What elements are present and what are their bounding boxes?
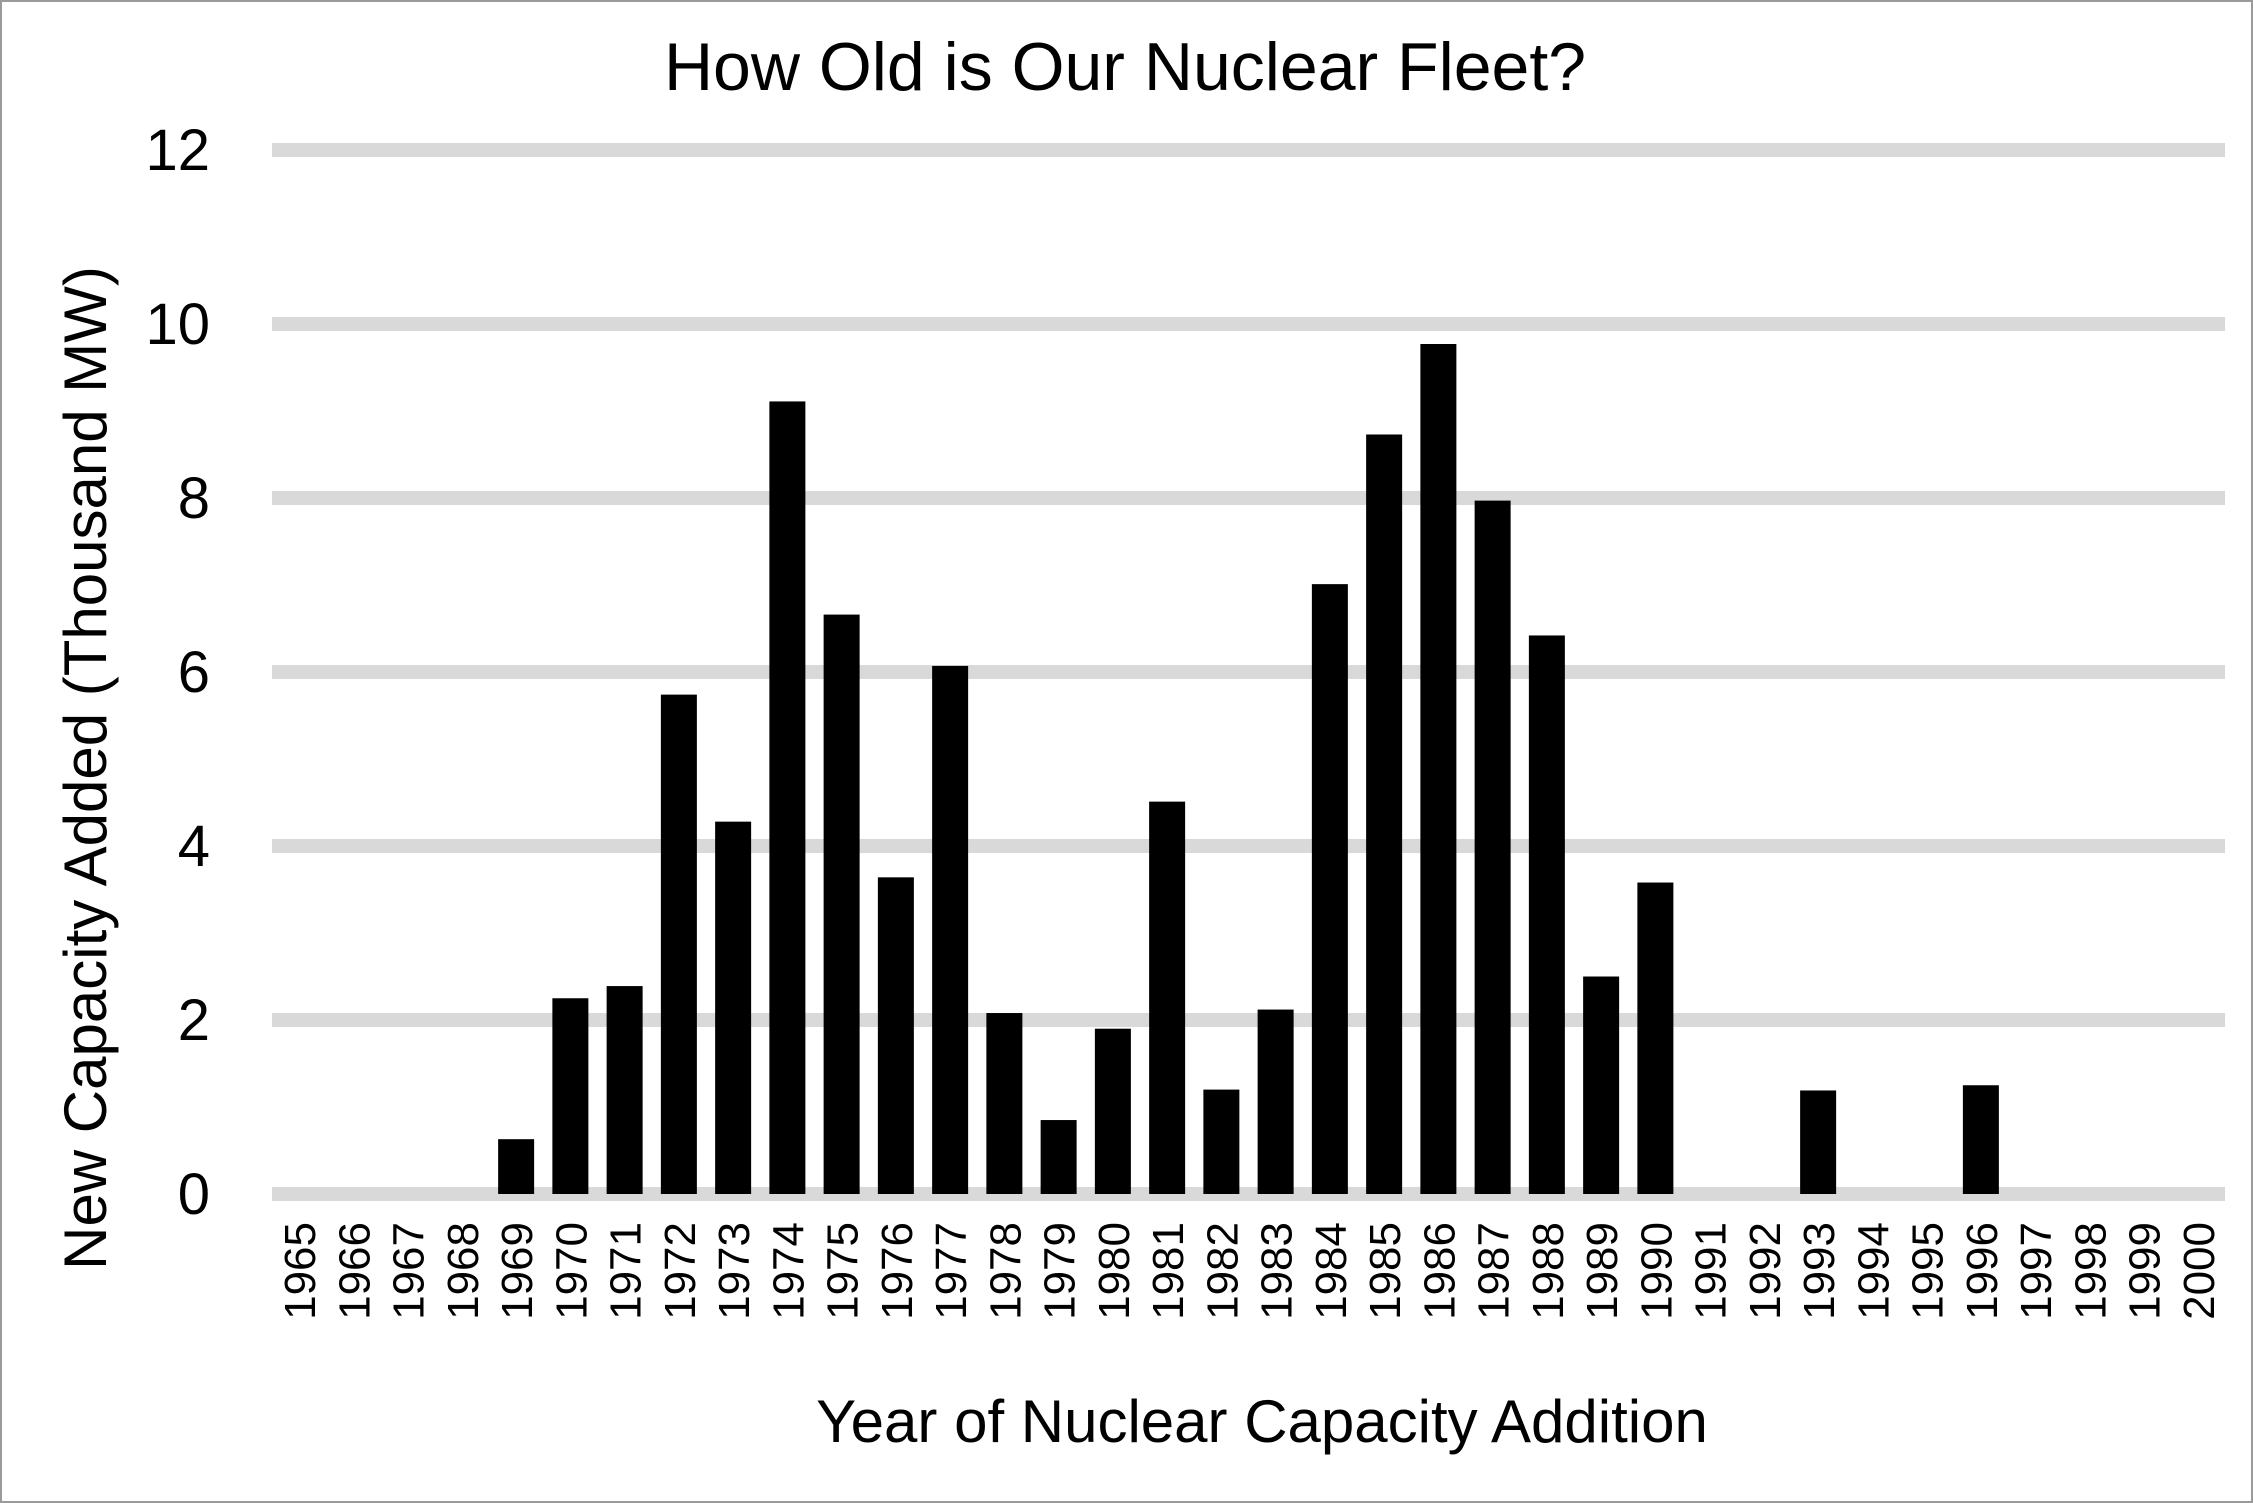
- y-tick-label: 12: [145, 118, 210, 183]
- x-tick-label: 1969: [493, 1222, 542, 1320]
- x-tick-label: 1976: [873, 1222, 922, 1320]
- bars: [498, 344, 1999, 1194]
- x-tick-label: 1992: [1741, 1222, 1790, 1320]
- bar-1972: [660, 694, 697, 1194]
- bar-1974: [769, 401, 806, 1194]
- y-tick-label: 10: [145, 292, 210, 357]
- y-tick-label: 6: [178, 640, 210, 705]
- x-tick-label: 1989: [1578, 1222, 1627, 1320]
- x-axis-ticks: 1965 1966 1967 1968 1969 1970 1971 1972 1973 1974…: [276, 1222, 2224, 1320]
- x-tick-label: 1966: [330, 1222, 379, 1320]
- bar-1993: [1800, 1090, 1837, 1194]
- bar-1985: [1366, 434, 1403, 1194]
- bar-1970: [552, 998, 589, 1194]
- y-axis-ticks: 0 2 4 6 8 10 12: [145, 118, 210, 1227]
- y-axis-title: New Capacity Added (Thousand MW): [52, 266, 119, 1270]
- x-tick-label: 1984: [1307, 1222, 1356, 1320]
- x-tick-label: 1965: [276, 1222, 325, 1320]
- x-tick-label: 1972: [656, 1222, 705, 1320]
- gridlines: [272, 143, 2225, 1201]
- bar-1978: [986, 1013, 1023, 1194]
- x-tick-label: 1978: [981, 1222, 1030, 1320]
- y-tick-label: 8: [178, 466, 210, 531]
- x-tick-label: 1975: [819, 1222, 868, 1320]
- x-axis-title: Year of Nuclear Capacity Addition: [816, 1388, 1708, 1455]
- bar-1988: [1528, 635, 1565, 1194]
- x-tick-label: 1991: [1687, 1222, 1736, 1320]
- bar-1969: [498, 1139, 535, 1194]
- bar-1976: [877, 877, 914, 1194]
- x-tick-label: 1983: [1253, 1222, 1302, 1320]
- bar-1987: [1474, 500, 1511, 1194]
- bar-1979: [1040, 1120, 1077, 1194]
- x-tick-label: 1971: [602, 1222, 651, 1320]
- x-tick-label: 1997: [2012, 1222, 2061, 1320]
- x-tick-label: 1970: [547, 1222, 596, 1320]
- bar-1983: [1257, 1009, 1294, 1194]
- x-tick-label: 2000: [2175, 1222, 2224, 1320]
- bar-1989: [1583, 976, 1620, 1194]
- x-tick-label: 1993: [1795, 1222, 1844, 1320]
- x-tick-label: 1982: [1198, 1222, 1247, 1320]
- x-tick-label: 1988: [1524, 1222, 1573, 1320]
- bar-1986: [1420, 344, 1457, 1194]
- y-tick-label: 2: [178, 988, 210, 1053]
- bar-1980: [1094, 1028, 1131, 1194]
- x-tick-label: 1967: [385, 1222, 434, 1320]
- x-tick-label: 1985: [1361, 1222, 1410, 1320]
- y-tick-label: 0: [178, 1162, 210, 1227]
- x-tick-label: 1974: [764, 1222, 813, 1320]
- x-tick-label: 1995: [1904, 1222, 1953, 1320]
- x-tick-label: 1990: [1632, 1222, 1681, 1320]
- bar-1996: [1962, 1085, 1999, 1194]
- bar-1990: [1637, 882, 1674, 1194]
- x-tick-label: 1977: [927, 1222, 976, 1320]
- bar-1973: [715, 821, 752, 1194]
- bar-1982: [1203, 1089, 1240, 1194]
- x-tick-label: 1980: [1090, 1222, 1139, 1320]
- x-tick-label: 1973: [710, 1222, 759, 1320]
- x-tick-label: 1999: [2121, 1222, 2170, 1320]
- x-tick-label: 1986: [1415, 1222, 1464, 1320]
- bar-1977: [932, 665, 969, 1194]
- y-tick-label: 4: [178, 814, 210, 879]
- bar-1971: [606, 986, 643, 1194]
- chart-title: How Old is Our Nuclear Fleet?: [664, 29, 1586, 105]
- x-tick-label: 1994: [1849, 1222, 1898, 1320]
- x-tick-label: 1979: [1036, 1222, 1085, 1320]
- bar-1975: [823, 614, 860, 1194]
- x-tick-label: 1981: [1144, 1222, 1193, 1320]
- bar-1984: [1311, 584, 1348, 1194]
- x-tick-label: 1996: [1958, 1222, 2007, 1320]
- bar-1981: [1149, 801, 1186, 1194]
- x-tick-label: 1968: [439, 1222, 488, 1320]
- x-tick-label: 1987: [1470, 1222, 1519, 1320]
- x-tick-label: 1998: [2066, 1222, 2115, 1320]
